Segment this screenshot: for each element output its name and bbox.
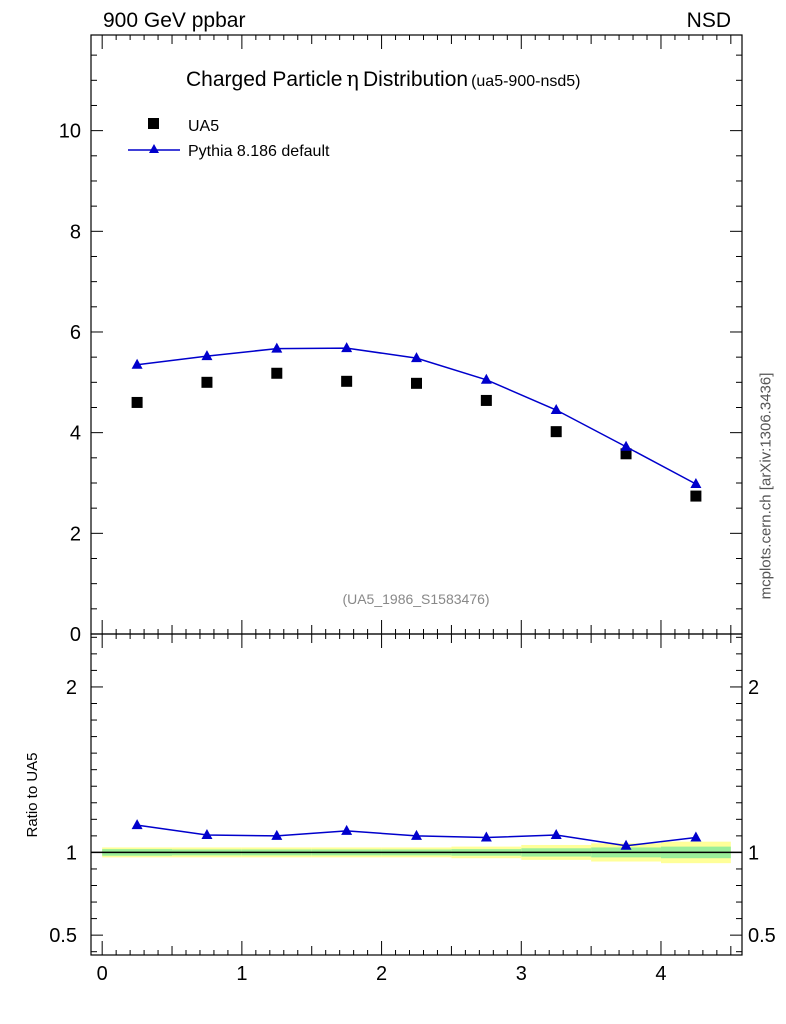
- series-layer: [131, 342, 702, 850]
- pythia-point: [341, 342, 353, 353]
- pythia-point: [131, 358, 143, 369]
- pythia-point: [690, 477, 702, 488]
- y-tick-label: 0: [70, 624, 81, 646]
- reference-label: (UA5_1986_S1583476): [342, 591, 489, 607]
- ratio-y-tick-label: 0.5: [748, 925, 776, 947]
- ratio-pythia-point: [201, 829, 213, 840]
- ratio-y-tick-label: 2: [66, 677, 77, 699]
- pythia-point: [201, 350, 213, 361]
- legend-pythia-marker: [149, 144, 159, 153]
- ua5-data-point: [411, 377, 422, 389]
- header-process-label: 900 GeV ppbar: [103, 9, 246, 32]
- pythia-point: [550, 404, 562, 415]
- ua5-data-point: [341, 375, 353, 387]
- ratio-y-tick-label: 0.5: [49, 925, 77, 947]
- pythia-line: [137, 347, 697, 485]
- ratio-pythia-point: [550, 829, 562, 840]
- ua5-data-point: [201, 376, 213, 388]
- ua5-data-point: [480, 394, 492, 406]
- ratio-pythia-point: [690, 831, 702, 842]
- pythia-point: [620, 440, 632, 451]
- ua5-data-point: [271, 367, 283, 379]
- ratio-bands: [91, 841, 742, 864]
- ratio-pythia-point: [480, 831, 492, 842]
- ua5-data-point: [620, 448, 632, 460]
- ratio-pythia-point: [131, 819, 143, 830]
- y-tick-label: 4: [70, 423, 81, 445]
- ratio-y-tick-label: 1: [748, 842, 759, 864]
- y-tick-label: 10: [59, 121, 81, 143]
- x-tick-label: 0: [97, 963, 108, 985]
- ratio-y-tick-label: 2: [748, 677, 759, 699]
- pythia-point: [480, 373, 492, 384]
- legend-ua5-label: UA5: [188, 118, 219, 135]
- ratio-pythia-point: [620, 839, 632, 850]
- legend-ua5-marker: [148, 118, 159, 129]
- header-event-type-label: NSD: [686, 9, 731, 32]
- ua5-data-point: [690, 490, 702, 502]
- pythia-point: [271, 342, 283, 353]
- ratio-pythia-point: [271, 829, 283, 840]
- x-tick-label: 3: [516, 963, 527, 985]
- ratio-pythia-point: [341, 824, 353, 835]
- y-tick-label: 8: [70, 221, 81, 243]
- y-tick-label: 2: [70, 523, 81, 545]
- x-tick-label: 2: [376, 963, 387, 985]
- y-tick-label: 6: [70, 322, 81, 344]
- chart-title: Charged Particle η Distribution (ua5-900-ns…: [186, 67, 580, 91]
- ratio-y-tick-label: 1: [66, 842, 77, 864]
- ratio-plot-frame: [90, 633, 743, 956]
- x-tick-label: 1: [236, 963, 247, 985]
- ua5-data-point: [550, 426, 562, 438]
- ua5-data-point: [131, 396, 143, 408]
- ratio-y-axis-label: Ratio to UA5: [24, 752, 41, 837]
- legend-pythia-label: Pythia 8.186 default: [188, 143, 330, 160]
- ratio-pythia-point: [411, 829, 422, 840]
- pythia-point: [411, 352, 422, 363]
- x-tick-label: 4: [655, 963, 666, 985]
- legend: UA5 Pythia 8.186 default: [128, 118, 330, 160]
